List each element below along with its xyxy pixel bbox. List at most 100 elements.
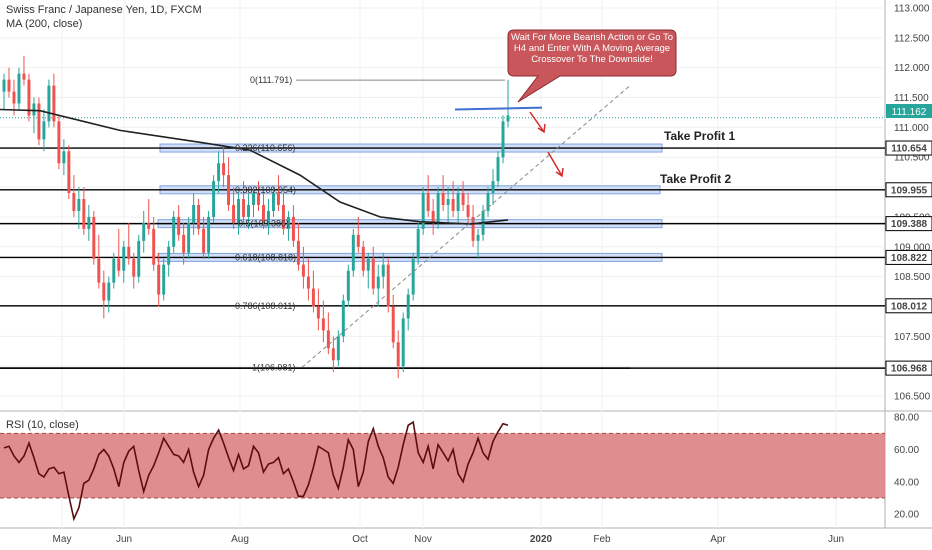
candle-body <box>411 258 415 295</box>
candle-body <box>177 216 181 235</box>
level-price-badge <box>885 249 932 265</box>
candle-body <box>296 240 300 265</box>
rsi-line <box>3 420 509 522</box>
candle-body <box>182 234 186 253</box>
candle-body <box>281 205 285 229</box>
candle-body <box>197 205 201 229</box>
time-tick-label: May <box>53 534 72 545</box>
fib-level-labels: 0(111.791) 0.236(110.656) 0.382(109.954) 0.… <box>235 75 296 372</box>
candle-body <box>147 222 151 229</box>
candle-body <box>361 246 365 271</box>
candle-body <box>97 258 101 283</box>
candle-body <box>431 210 435 223</box>
candle-body <box>386 264 390 307</box>
candle-body <box>92 216 96 259</box>
candle-body <box>391 306 395 343</box>
candle-body <box>321 318 325 331</box>
candle-body <box>351 234 355 271</box>
candle-body <box>212 181 216 217</box>
rsi-tick-label: 80.00 <box>894 413 919 424</box>
candle-body <box>306 276 310 289</box>
resistance-line <box>454 106 543 111</box>
chart-overlays <box>0 79 631 368</box>
candle-body <box>506 115 510 122</box>
price-tick-label: 107.500 <box>894 332 931 343</box>
time-tick-label: Nov <box>414 534 432 545</box>
candle-body <box>501 121 505 158</box>
moving-average-line <box>0 108 509 225</box>
candle-body <box>152 228 156 265</box>
price-tick-label: 111.500 <box>894 93 929 104</box>
candle-body <box>127 246 131 259</box>
candle-body <box>247 205 250 217</box>
candle-body <box>192 205 196 223</box>
candle-body <box>47 85 51 122</box>
price-tick-label: 111.000 <box>894 123 929 134</box>
annotation-callout: Wait For More Bearish Action or Go To H4… <box>507 29 677 103</box>
candle-body <box>2 79 6 92</box>
candle-body <box>441 193 445 205</box>
candle-body <box>62 151 66 164</box>
candle-body <box>471 216 475 241</box>
candle-body <box>162 264 166 295</box>
candle-body <box>286 216 290 229</box>
candle-body <box>12 91 16 104</box>
price-axis: 113.000 112.500 112.000 111.500 111.000 110.5… <box>885 3 932 403</box>
rsi-band <box>0 433 885 498</box>
candle-body <box>461 193 465 205</box>
candle-body <box>311 288 315 307</box>
fib-label: 1(106.981) <box>252 362 296 372</box>
time-tick-label: Jun <box>116 534 132 545</box>
fib-label: 0.5(109.386) <box>238 219 289 229</box>
rsi-title: RSI (10, close) <box>6 419 79 431</box>
candle-body <box>207 216 211 253</box>
price-tick-label: 109.000 <box>894 242 931 253</box>
candle-body <box>416 228 420 259</box>
candle-body <box>107 282 111 301</box>
candle-body <box>371 258 375 289</box>
price-tick-label: 106.500 <box>894 392 931 403</box>
take-profit-2-label: Take Profit 2 <box>660 172 731 186</box>
candle-body <box>252 193 255 205</box>
last-price-badge <box>886 104 932 118</box>
time-axis: May Jun Aug Oct Nov 2020 Feb Apr Jun <box>53 534 845 545</box>
candle-body <box>341 300 345 337</box>
time-tick-label: 2020 <box>530 534 553 545</box>
candle-body <box>42 121 46 140</box>
down-arrow <box>547 151 564 178</box>
candle-body <box>466 205 470 217</box>
fib-label: 0.382(109.954) <box>235 185 296 195</box>
trend-line <box>301 85 631 368</box>
level-price-label: 109.955 <box>891 185 928 196</box>
candle-body <box>301 264 305 277</box>
fib-label: 0.236(110.656) <box>235 143 295 153</box>
candle-body <box>22 73 26 80</box>
candle-body <box>257 193 260 205</box>
candle-body <box>82 199 86 229</box>
candle-body <box>112 258 116 283</box>
candle-body <box>7 79 11 92</box>
rsi-series: 80.00 60.00 40.00 20.00 <box>0 413 919 522</box>
candle-body <box>77 199 81 211</box>
candle-body <box>187 222 191 253</box>
candle-body <box>202 228 206 253</box>
candle-body <box>426 193 430 211</box>
level-price-label: 108.822 <box>891 253 928 264</box>
candle-body <box>356 234 360 247</box>
candle-body <box>401 318 405 367</box>
candle-body <box>222 163 226 176</box>
level-price-badge <box>885 182 932 198</box>
time-tick-label: Aug <box>231 534 249 545</box>
candle-body <box>366 258 370 271</box>
candle-body <box>32 103 36 116</box>
candle-body <box>476 234 480 241</box>
candle-body <box>496 157 500 182</box>
rsi-tick-label: 40.00 <box>894 477 919 488</box>
fib-label: 0.618(108.818) <box>235 253 296 263</box>
down-arrow <box>529 111 546 134</box>
candle-body <box>17 73 21 104</box>
candle-body <box>117 258 121 271</box>
candle-body <box>451 199 455 211</box>
candle-body <box>52 85 56 122</box>
candle-body <box>27 79 31 116</box>
